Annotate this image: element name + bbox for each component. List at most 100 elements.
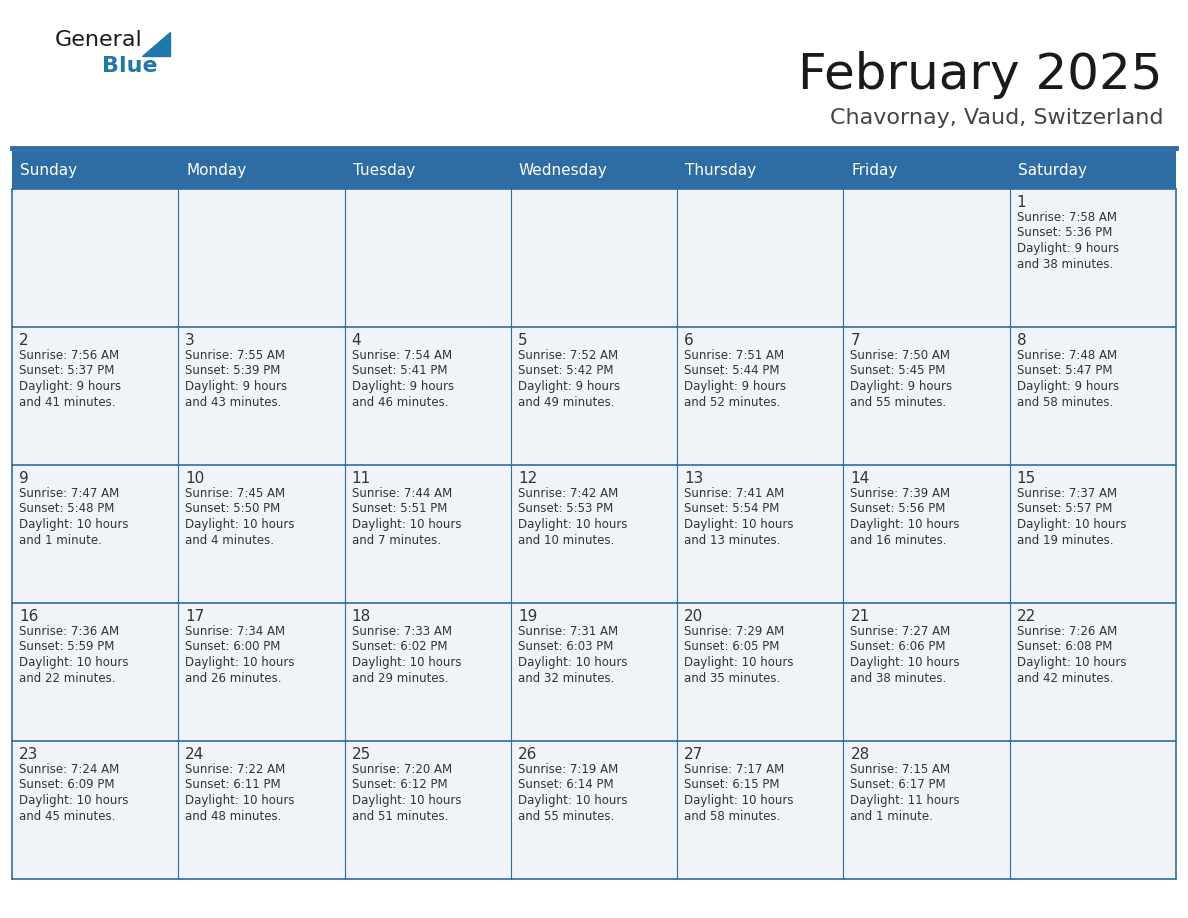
Text: 5: 5	[518, 333, 527, 348]
Text: Sunset: 5:37 PM: Sunset: 5:37 PM	[19, 364, 114, 377]
Text: Sunset: 5:53 PM: Sunset: 5:53 PM	[518, 502, 613, 516]
Text: Sunset: 6:02 PM: Sunset: 6:02 PM	[352, 641, 447, 654]
Text: Daylight: 9 hours: Daylight: 9 hours	[1017, 242, 1119, 255]
Bar	[12, 603, 178, 741]
Text: Daylight: 10 hours: Daylight: 10 hours	[851, 518, 960, 531]
Bar	[345, 189, 511, 327]
Text: Thursday: Thursday	[685, 162, 757, 177]
Text: Daylight: 10 hours: Daylight: 10 hours	[185, 518, 295, 531]
Text: Sunset: 6:06 PM: Sunset: 6:06 PM	[851, 641, 946, 654]
Text: Sunset: 6:11 PM: Sunset: 6:11 PM	[185, 778, 280, 791]
Text: Sunrise: 7:22 AM: Sunrise: 7:22 AM	[185, 763, 285, 776]
Text: 4: 4	[352, 333, 361, 348]
Text: Sunrise: 7:17 AM: Sunrise: 7:17 AM	[684, 763, 784, 776]
Polygon shape	[143, 32, 170, 56]
Text: 10: 10	[185, 471, 204, 486]
Text: and 55 minutes.: and 55 minutes.	[851, 396, 947, 409]
Text: and 43 minutes.: and 43 minutes.	[185, 396, 282, 409]
Bar	[12, 465, 178, 603]
Text: Sunrise: 7:29 AM: Sunrise: 7:29 AM	[684, 625, 784, 638]
Text: Sunrise: 7:34 AM: Sunrise: 7:34 AM	[185, 625, 285, 638]
Text: Daylight: 9 hours: Daylight: 9 hours	[352, 380, 454, 393]
Text: Sunrise: 7:37 AM: Sunrise: 7:37 AM	[1017, 487, 1117, 500]
Text: and 29 minutes.: and 29 minutes.	[352, 671, 448, 685]
Text: Wednesday: Wednesday	[519, 162, 607, 177]
Text: Sunset: 5:54 PM: Sunset: 5:54 PM	[684, 502, 779, 516]
Text: and 52 minutes.: and 52 minutes.	[684, 396, 781, 409]
Text: 9: 9	[19, 471, 29, 486]
Bar	[12, 327, 178, 465]
Text: 16: 16	[19, 609, 38, 624]
Bar	[178, 603, 345, 741]
Text: 7: 7	[851, 333, 860, 348]
Text: 18: 18	[352, 609, 371, 624]
Text: 21: 21	[851, 609, 870, 624]
Text: Sunset: 6:00 PM: Sunset: 6:00 PM	[185, 641, 280, 654]
Text: Sunset: 5:41 PM: Sunset: 5:41 PM	[352, 364, 447, 377]
Text: Sunrise: 7:54 AM: Sunrise: 7:54 AM	[352, 349, 451, 362]
Bar	[843, 189, 1010, 327]
Text: Blue: Blue	[102, 56, 158, 76]
Bar	[1010, 189, 1176, 327]
Text: Sunrise: 7:45 AM: Sunrise: 7:45 AM	[185, 487, 285, 500]
Bar	[677, 741, 843, 879]
Text: Daylight: 10 hours: Daylight: 10 hours	[518, 518, 627, 531]
Text: Sunset: 5:45 PM: Sunset: 5:45 PM	[851, 364, 946, 377]
Text: and 49 minutes.: and 49 minutes.	[518, 396, 614, 409]
Text: Sunrise: 7:33 AM: Sunrise: 7:33 AM	[352, 625, 451, 638]
Bar	[345, 603, 511, 741]
Text: Daylight: 9 hours: Daylight: 9 hours	[185, 380, 287, 393]
Bar	[12, 151, 1176, 189]
Text: Daylight: 9 hours: Daylight: 9 hours	[518, 380, 620, 393]
Text: Sunrise: 7:24 AM: Sunrise: 7:24 AM	[19, 763, 119, 776]
Text: and 10 minutes.: and 10 minutes.	[518, 533, 614, 546]
Text: 19: 19	[518, 609, 537, 624]
Text: Sunrise: 7:39 AM: Sunrise: 7:39 AM	[851, 487, 950, 500]
Text: and 48 minutes.: and 48 minutes.	[185, 810, 282, 823]
Bar	[1010, 465, 1176, 603]
Text: and 13 minutes.: and 13 minutes.	[684, 533, 781, 546]
Bar	[677, 465, 843, 603]
Text: and 16 minutes.: and 16 minutes.	[851, 533, 947, 546]
Bar	[345, 741, 511, 879]
Text: Sunset: 5:44 PM: Sunset: 5:44 PM	[684, 364, 779, 377]
Bar	[345, 327, 511, 465]
Text: and 22 minutes.: and 22 minutes.	[19, 671, 115, 685]
Bar	[178, 327, 345, 465]
Text: Tuesday: Tuesday	[353, 162, 415, 177]
Text: Sunrise: 7:31 AM: Sunrise: 7:31 AM	[518, 625, 618, 638]
Text: Sunset: 5:56 PM: Sunset: 5:56 PM	[851, 502, 946, 516]
Text: Sunday: Sunday	[20, 162, 77, 177]
Text: Sunrise: 7:55 AM: Sunrise: 7:55 AM	[185, 349, 285, 362]
Text: Daylight: 10 hours: Daylight: 10 hours	[19, 518, 128, 531]
Text: Daylight: 9 hours: Daylight: 9 hours	[19, 380, 121, 393]
Text: Sunset: 5:39 PM: Sunset: 5:39 PM	[185, 364, 280, 377]
Text: Daylight: 10 hours: Daylight: 10 hours	[352, 794, 461, 807]
Text: and 1 minute.: and 1 minute.	[851, 810, 934, 823]
Text: 28: 28	[851, 747, 870, 762]
Bar	[178, 741, 345, 879]
Text: Sunset: 6:08 PM: Sunset: 6:08 PM	[1017, 641, 1112, 654]
Text: and 46 minutes.: and 46 minutes.	[352, 396, 448, 409]
Bar	[511, 741, 677, 879]
Text: Sunset: 5:57 PM: Sunset: 5:57 PM	[1017, 502, 1112, 516]
Text: 13: 13	[684, 471, 703, 486]
Text: Sunset: 5:59 PM: Sunset: 5:59 PM	[19, 641, 114, 654]
Text: Saturday: Saturday	[1018, 162, 1087, 177]
Bar	[843, 603, 1010, 741]
Text: and 41 minutes.: and 41 minutes.	[19, 396, 115, 409]
Text: Sunrise: 7:51 AM: Sunrise: 7:51 AM	[684, 349, 784, 362]
Bar	[1010, 741, 1176, 879]
Bar	[345, 465, 511, 603]
Bar	[843, 741, 1010, 879]
Bar	[1010, 327, 1176, 465]
Text: Sunset: 5:42 PM: Sunset: 5:42 PM	[518, 364, 613, 377]
Text: February 2025: February 2025	[798, 51, 1163, 99]
Text: Chavornay, Vaud, Switzerland: Chavornay, Vaud, Switzerland	[829, 108, 1163, 128]
Text: Sunrise: 7:20 AM: Sunrise: 7:20 AM	[352, 763, 451, 776]
Text: and 51 minutes.: and 51 minutes.	[352, 810, 448, 823]
Text: Daylight: 10 hours: Daylight: 10 hours	[684, 518, 794, 531]
Text: Sunrise: 7:41 AM: Sunrise: 7:41 AM	[684, 487, 784, 500]
Bar	[843, 465, 1010, 603]
Text: 27: 27	[684, 747, 703, 762]
